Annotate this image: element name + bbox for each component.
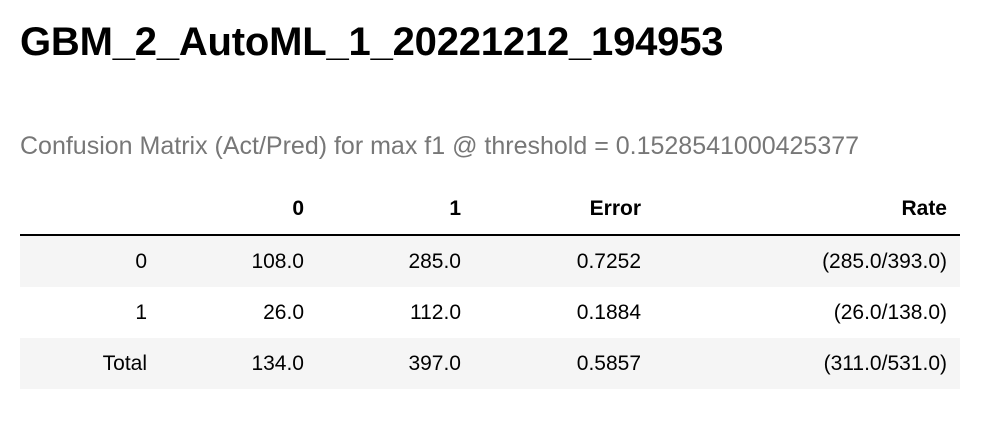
table-row-total: Total 134.0 397.0 0.5857 (311.0/531.0) <box>20 338 960 389</box>
cell-error: 0.1884 <box>576 300 641 324</box>
header-cell-pred-1: 1 <box>317 183 474 236</box>
row-label: 1 <box>135 300 147 324</box>
header-cell-error: Error <box>474 183 654 236</box>
cell-rate: (285.0/393.0) <box>822 249 947 273</box>
header-cell-rate: Rate <box>654 183 960 236</box>
header-cell-index <box>20 183 160 236</box>
table-row: 0 108.0 285.0 0.7252 (285.0/393.0) <box>20 235 960 287</box>
header-cell-pred-0: 0 <box>160 183 317 236</box>
cell-error: 0.7252 <box>576 249 641 273</box>
confusion-matrix-table: 0 1 Error Rate 0 108.0 285.0 0.7252 (285… <box>20 183 960 389</box>
cell-pred-0: 26.0 <box>263 300 304 324</box>
model-title: GBM_2_AutoML_1_20221212_194953 <box>20 20 724 64</box>
cell-error: 0.5857 <box>576 351 641 375</box>
cell-pred-0: 108.0 <box>251 249 304 273</box>
confusion-matrix-caption: Confusion Matrix (Act/Pred) for max f1 @… <box>20 132 860 160</box>
table-row: 1 26.0 112.0 0.1884 (26.0/138.0) <box>20 287 960 338</box>
header-row: 0 1 Error Rate <box>20 183 960 236</box>
cell-rate: (311.0/531.0) <box>823 351 947 375</box>
cell-rate: (26.0/138.0) <box>833 300 947 324</box>
row-label: 0 <box>135 249 147 273</box>
cell-pred-1: 397.0 <box>408 351 461 375</box>
row-label: Total <box>102 351 147 375</box>
cell-pred-1: 112.0 <box>410 300 461 324</box>
cell-pred-0: 134.0 <box>251 351 304 375</box>
cell-pred-1: 285.0 <box>408 249 461 273</box>
